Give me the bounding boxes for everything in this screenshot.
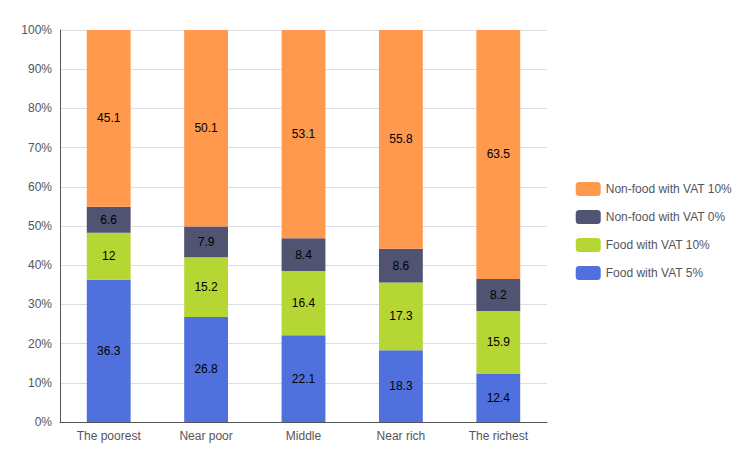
svg-text:7.9: 7.9	[198, 235, 215, 249]
svg-text:50%: 50%	[28, 219, 52, 233]
svg-text:The richest: The richest	[469, 429, 529, 443]
svg-text:20%: 20%	[28, 337, 52, 351]
svg-text:60%: 60%	[28, 180, 52, 194]
svg-text:26.8: 26.8	[194, 362, 218, 376]
svg-text:15.2: 15.2	[194, 280, 218, 294]
svg-text:Food with VAT 10%: Food with VAT 10%	[606, 238, 710, 252]
svg-text:45.1: 45.1	[97, 111, 121, 125]
svg-text:Near poor: Near poor	[179, 429, 232, 443]
svg-text:8.6: 8.6	[393, 259, 410, 273]
svg-text:Non-food with VAT 0%: Non-food with VAT 0%	[606, 210, 726, 224]
svg-text:17.3: 17.3	[389, 309, 413, 323]
svg-text:80%: 80%	[28, 101, 52, 115]
svg-text:63.5: 63.5	[487, 147, 511, 161]
svg-text:12.4: 12.4	[487, 391, 511, 405]
svg-text:12: 12	[102, 249, 116, 263]
svg-text:15.9: 15.9	[487, 335, 511, 349]
svg-text:6.6: 6.6	[100, 213, 117, 227]
svg-text:The poorest: The poorest	[77, 429, 142, 443]
svg-text:Non-food with VAT 10%: Non-food with VAT 10%	[606, 182, 732, 196]
svg-text:70%: 70%	[28, 141, 52, 155]
svg-text:0%: 0%	[35, 415, 53, 429]
svg-text:Food with VAT 5%: Food with VAT 5%	[606, 266, 704, 280]
svg-text:8.2: 8.2	[490, 288, 507, 302]
svg-text:36.3: 36.3	[97, 344, 121, 358]
svg-text:22.1: 22.1	[292, 372, 316, 386]
svg-text:10%: 10%	[28, 376, 52, 390]
svg-text:30%: 30%	[28, 297, 52, 311]
svg-text:16.4: 16.4	[292, 296, 316, 310]
svg-text:90%: 90%	[28, 62, 52, 76]
svg-text:50.1: 50.1	[194, 121, 218, 135]
svg-text:8.4: 8.4	[295, 248, 312, 262]
svg-text:55.8: 55.8	[389, 132, 413, 146]
svg-text:100%: 100%	[21, 23, 52, 37]
svg-text:40%: 40%	[28, 258, 52, 272]
svg-text:Middle: Middle	[286, 429, 322, 443]
svg-text:53.1: 53.1	[292, 127, 316, 141]
svg-text:18.3: 18.3	[389, 379, 413, 393]
svg-text:Near rich: Near rich	[377, 429, 426, 443]
